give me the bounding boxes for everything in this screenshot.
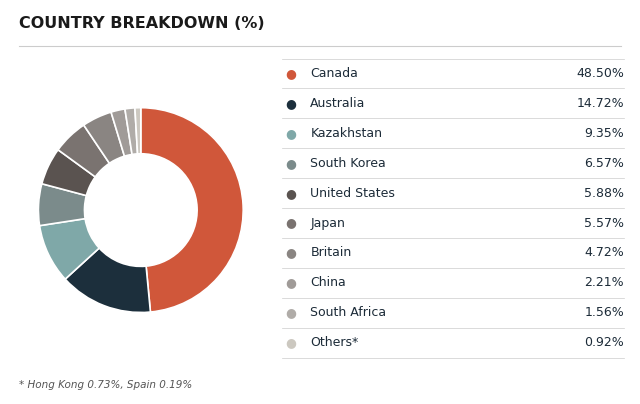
Text: Japan: Japan: [310, 217, 345, 229]
Text: ●: ●: [286, 157, 296, 170]
Text: 2.21%: 2.21%: [584, 276, 624, 289]
Text: ●: ●: [286, 127, 296, 140]
Text: 6.57%: 6.57%: [584, 157, 624, 170]
Text: 9.35%: 9.35%: [584, 127, 624, 140]
Text: Britain: Britain: [310, 246, 351, 259]
Text: 1.56%: 1.56%: [584, 306, 624, 319]
Text: ●: ●: [286, 217, 296, 229]
Text: ●: ●: [286, 336, 296, 349]
Text: * Hong Kong 0.73%, Spain 0.19%: * Hong Kong 0.73%, Spain 0.19%: [19, 380, 193, 390]
Wedge shape: [84, 112, 124, 163]
Text: ●: ●: [286, 97, 296, 110]
Wedge shape: [65, 248, 150, 312]
Wedge shape: [38, 184, 86, 226]
Text: Australia: Australia: [310, 97, 366, 110]
Wedge shape: [125, 108, 138, 154]
Wedge shape: [111, 109, 132, 156]
Text: United States: United States: [310, 187, 396, 200]
Text: ●: ●: [286, 187, 296, 200]
Text: COUNTRY BREAKDOWN (%): COUNTRY BREAKDOWN (%): [19, 16, 265, 31]
Text: Others*: Others*: [310, 336, 358, 349]
Text: 5.57%: 5.57%: [584, 217, 624, 229]
Wedge shape: [141, 108, 243, 312]
Text: ●: ●: [286, 246, 296, 259]
Text: ●: ●: [286, 276, 296, 289]
Wedge shape: [135, 108, 141, 154]
Text: 4.72%: 4.72%: [584, 246, 624, 259]
Text: Kazakhstan: Kazakhstan: [310, 127, 383, 140]
Text: China: China: [310, 276, 346, 289]
Wedge shape: [40, 219, 99, 279]
Text: South Africa: South Africa: [310, 306, 387, 319]
Text: 14.72%: 14.72%: [577, 97, 624, 110]
Text: ●: ●: [286, 306, 296, 319]
Text: Canada: Canada: [310, 67, 358, 80]
Text: ●: ●: [286, 67, 296, 80]
Text: South Korea: South Korea: [310, 157, 386, 170]
Wedge shape: [42, 150, 95, 196]
Text: 5.88%: 5.88%: [584, 187, 624, 200]
Text: 48.50%: 48.50%: [576, 67, 624, 80]
Wedge shape: [58, 125, 109, 177]
Text: 0.92%: 0.92%: [584, 336, 624, 349]
